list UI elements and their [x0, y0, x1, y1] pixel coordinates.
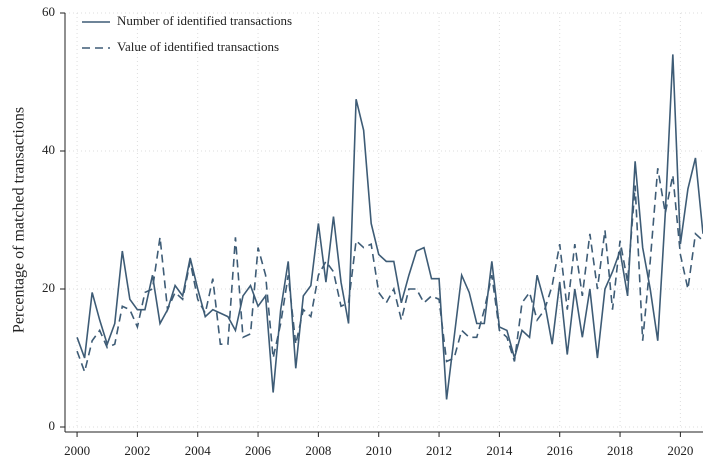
x-tick-label: 2010 — [366, 443, 392, 458]
x-tick-label: 2000 — [64, 443, 90, 458]
legend-label: Number of identified transactions — [117, 13, 292, 28]
y-axis-label: Percentage of matched transactions — [11, 107, 28, 333]
x-tick-label: 2006 — [245, 443, 272, 458]
y-tick-label: 40 — [42, 142, 55, 157]
y-tick-label: 20 — [42, 280, 55, 295]
y-tick-label: 60 — [42, 4, 55, 19]
x-tick-label: 2016 — [547, 443, 574, 458]
x-tick-label: 2004 — [185, 443, 212, 458]
x-tick-label: 2002 — [124, 443, 150, 458]
series-line — [76, 54, 703, 400]
x-tick-label: 2014 — [486, 443, 513, 458]
legend-label: Value of identified transactions — [117, 39, 279, 54]
series-line — [76, 168, 703, 375]
x-tick-label: 2020 — [667, 443, 693, 458]
x-tick-label: 2018 — [607, 443, 633, 458]
x-tick-label: 2008 — [305, 443, 331, 458]
y-tick-label: 0 — [49, 418, 56, 433]
x-tick-label: 2012 — [426, 443, 452, 458]
